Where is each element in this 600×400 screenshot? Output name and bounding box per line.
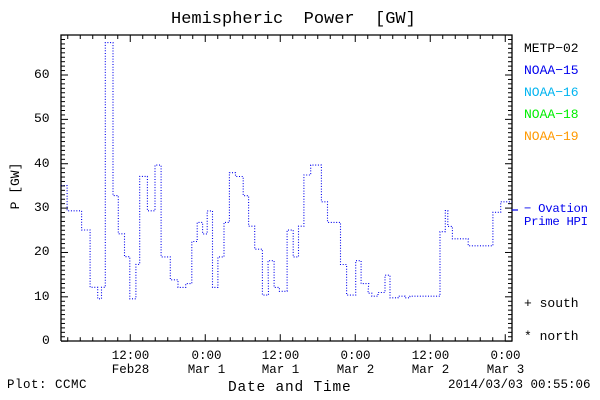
svg-text:P [GW]: P [GW] (8, 163, 23, 210)
